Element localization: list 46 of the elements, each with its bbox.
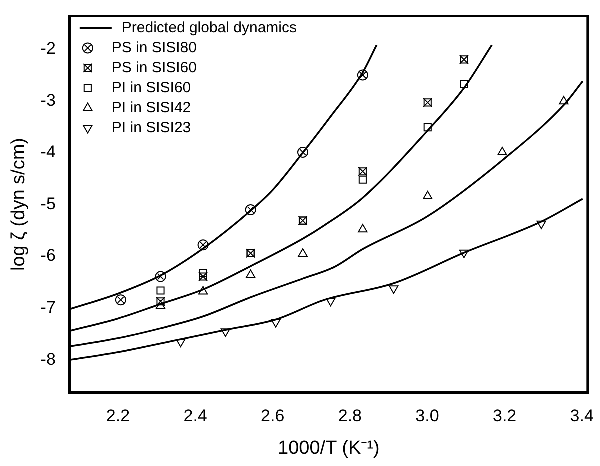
x-tick-label: 2.4 <box>184 406 208 426</box>
point <box>498 146 508 156</box>
x-tick-label: 2.8 <box>338 406 362 426</box>
point <box>220 328 231 338</box>
point <box>156 296 166 306</box>
point <box>559 96 569 105</box>
point <box>198 272 208 282</box>
y-tick-label: -7 <box>40 298 56 318</box>
point <box>460 80 468 88</box>
y-tick-label: -5 <box>40 194 56 214</box>
legend-label: Predicted global dynamics <box>122 19 298 36</box>
point <box>271 319 281 328</box>
point <box>198 240 209 251</box>
x-axis-title: 1000/T (K⁻¹) <box>278 438 380 459</box>
legend-label: PI in SISI23 <box>112 119 192 136</box>
legend-label: PI in SISI42 <box>112 99 192 116</box>
point <box>389 286 399 294</box>
point <box>423 190 433 200</box>
point <box>459 54 469 64</box>
point <box>357 70 368 81</box>
legend-label: PS in SISI80 <box>112 39 197 56</box>
point <box>326 298 336 307</box>
point <box>459 250 470 258</box>
y-axis-title: log ζ (dyn s/cm) <box>8 138 30 271</box>
point <box>423 98 433 108</box>
x-tick-label: 2.6 <box>261 406 285 426</box>
y-tick-label: -4 <box>40 142 56 162</box>
point <box>115 294 126 306</box>
point <box>156 286 165 295</box>
y-tick-label: -6 <box>40 246 56 266</box>
x-tick-label: 3.2 <box>492 406 517 426</box>
point <box>199 269 208 278</box>
y-tick-label: -8 <box>40 350 56 369</box>
point <box>424 124 432 132</box>
x-tick-label: 3.4 <box>570 406 594 426</box>
point <box>358 224 368 233</box>
point <box>358 166 368 176</box>
point <box>176 339 186 348</box>
y-tick-label: -3 <box>40 90 56 110</box>
legend-label: PI in SISI60 <box>112 79 192 96</box>
x-tick-label: 3.0 <box>416 406 440 426</box>
point <box>536 220 546 230</box>
y-tick-label: -2 <box>40 39 56 58</box>
legend-label: PS in SISI60 <box>112 59 197 76</box>
x-tick-label: 2.2 <box>106 406 130 426</box>
point <box>358 176 367 184</box>
